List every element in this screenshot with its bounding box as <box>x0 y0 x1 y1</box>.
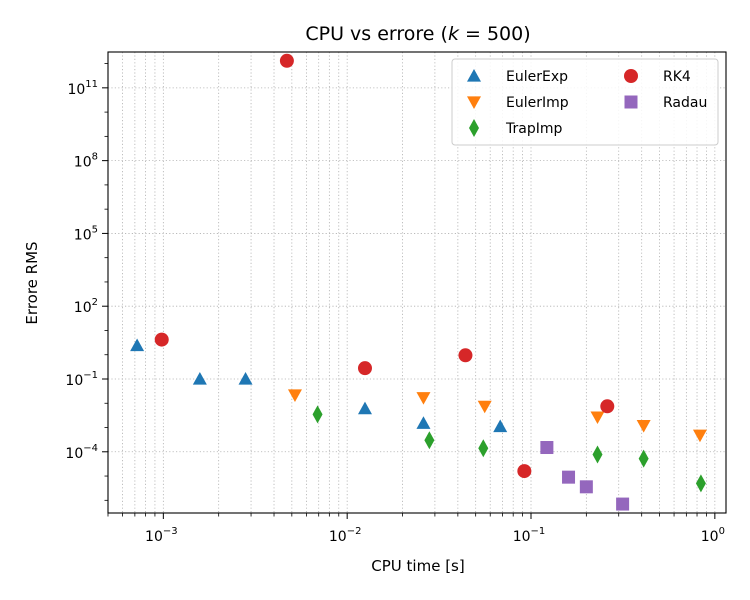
legend-label-trapimp: TrapImp <box>505 121 562 137</box>
point-rk4 <box>517 464 532 479</box>
x-tick-label: 10−2 <box>329 526 362 545</box>
y-tick-label: 10−4 <box>65 443 98 462</box>
y-tick-base: 10 <box>74 300 92 316</box>
point-eulerimp <box>590 411 605 425</box>
point-eulerexp <box>130 338 145 352</box>
point-rk4 <box>458 348 473 363</box>
y-tick-base: 10 <box>67 82 85 98</box>
legend-label-eulerimp: EulerImp <box>506 95 569 111</box>
y-tick-label: 1011 <box>67 79 98 98</box>
x-tick-base: 10 <box>513 529 531 545</box>
y-tick-exponent: 5 <box>92 224 98 235</box>
point-rk4 <box>357 361 372 376</box>
title-variable: k <box>448 23 460 45</box>
point-eulerexp <box>238 371 253 385</box>
x-tick-base: 10 <box>145 529 163 545</box>
grid <box>107 52 726 513</box>
x-tick-exponent: −2 <box>347 526 362 537</box>
point-eulerimp <box>416 392 431 405</box>
point-trapimp <box>424 431 435 450</box>
y-tick-base: 10 <box>65 373 83 389</box>
data-points <box>130 53 707 511</box>
y-tick-label: 10−1 <box>65 370 98 389</box>
point-eulerexp <box>493 419 508 433</box>
point-radau <box>540 441 554 455</box>
point-trapimp <box>592 445 603 464</box>
legend-marker-rk4 <box>624 69 638 83</box>
x-tick-exponent: −1 <box>531 526 546 537</box>
point-radau <box>562 470 576 484</box>
y-axis-label: Errore RMS <box>23 241 41 324</box>
legend-marker-eulerexp <box>467 69 481 82</box>
x-tick-base: 10 <box>329 529 347 545</box>
legend: EulerExp EulerImp TrapImp RK4 Radau <box>451 58 719 146</box>
x-tick-label: 10−3 <box>145 526 178 545</box>
y-tick-label: 108 <box>74 152 98 171</box>
x-axis-label: CPU time [s] <box>371 557 464 575</box>
point-radau <box>616 497 630 511</box>
point-trapimp <box>638 449 649 468</box>
y-tick-base: 10 <box>74 155 92 171</box>
legend-marker-trapimp <box>469 119 479 137</box>
point-eulerexp <box>416 416 431 429</box>
point-eulerexp <box>192 371 207 385</box>
y-tick-label: 102 <box>74 297 98 316</box>
point-trapimp <box>312 405 323 424</box>
legend-label-eulerexp: EulerExp <box>506 69 568 85</box>
y-tick-label: 105 <box>74 224 98 243</box>
chart-title: CPU vs errore (k = 500) <box>305 23 530 45</box>
y-tick-base: 10 <box>74 227 92 243</box>
y-tick-exponent: −4 <box>83 443 98 454</box>
point-radau <box>579 480 593 494</box>
x-tick-base: 10 <box>701 529 719 545</box>
legend-marker-radau <box>624 95 638 109</box>
y-tick-exponent: −1 <box>83 370 98 381</box>
x-tick-label: 100 <box>701 526 725 545</box>
point-eulerimp <box>477 400 492 414</box>
point-rk4 <box>154 332 169 347</box>
legend-label-rk4: RK4 <box>663 69 691 85</box>
title-prefix: CPU vs errore ( <box>305 23 448 45</box>
x-tick-label: 10−1 <box>513 526 546 545</box>
point-eulerimp <box>692 429 707 443</box>
legend-marker-eulerimp <box>467 96 481 109</box>
point-eulerimp <box>287 389 302 402</box>
legend-label-radau: Radau <box>663 95 707 111</box>
point-eulerexp <box>357 401 372 415</box>
x-tick-exponent: 0 <box>719 526 725 537</box>
plot-area <box>107 51 727 514</box>
x-tick-exponent: −3 <box>163 526 178 537</box>
legend-frame <box>451 58 719 146</box>
point-trapimp <box>478 439 489 458</box>
y-tick-exponent: 2 <box>92 297 98 308</box>
point-trapimp <box>695 474 706 493</box>
title-equals: = 500 <box>459 23 523 45</box>
y-tick-base: 10 <box>65 446 83 462</box>
y-tick-exponent: 11 <box>85 79 98 90</box>
point-eulerimp <box>636 420 651 433</box>
y-tick-exponent: 8 <box>92 152 98 163</box>
point-rk4 <box>279 53 294 68</box>
point-rk4 <box>600 399 615 414</box>
title-suffix: ) <box>523 23 530 45</box>
